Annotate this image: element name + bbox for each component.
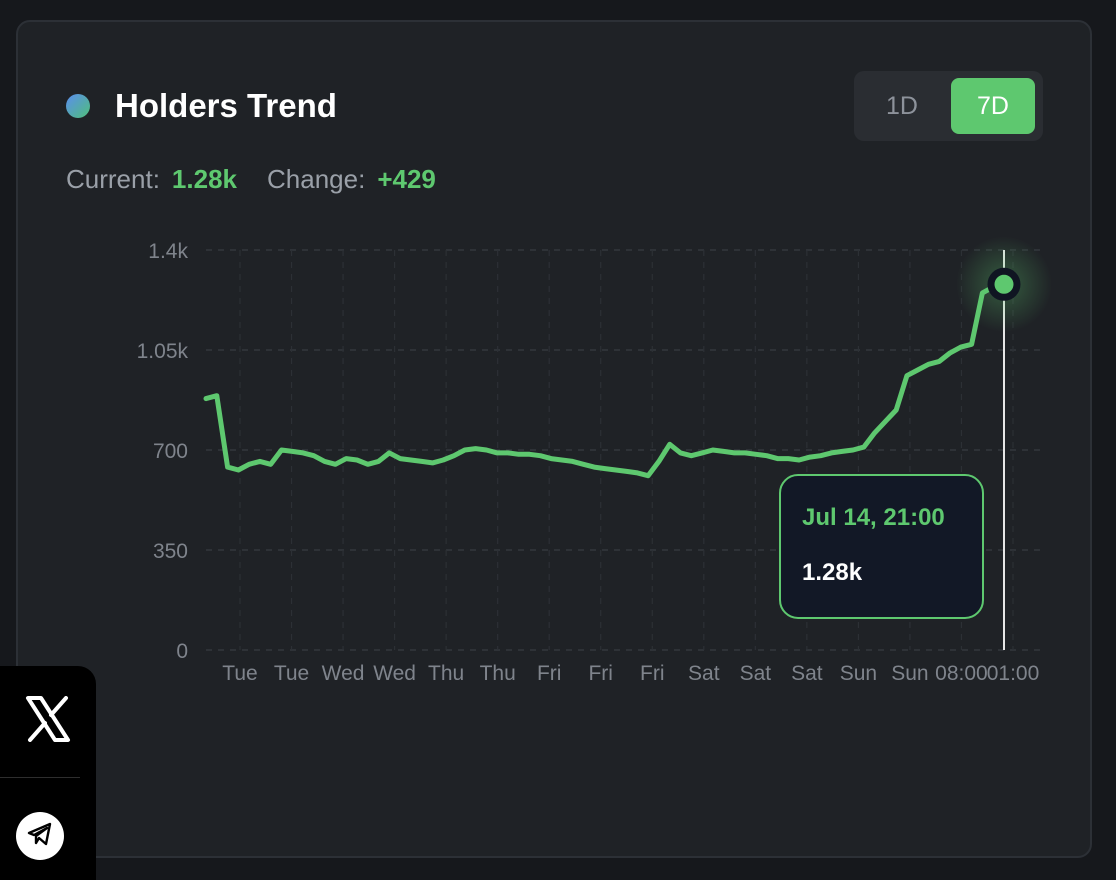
current-label: Current: (66, 164, 160, 194)
x-tick-label: Wed (322, 662, 365, 685)
x-tick-label: Thu (480, 662, 516, 685)
x-logo-icon (24, 695, 72, 747)
tooltip: Jul 14, 21:00 1.28k (779, 474, 984, 619)
telegram-icon (26, 820, 54, 853)
tooltip-box (779, 474, 984, 619)
card-title: Holders Trend (115, 87, 337, 124)
range-7d-button[interactable]: 7D (951, 78, 1035, 134)
stats-row: Current: 1.28k Change: +429 (66, 162, 436, 196)
x-tick-label: Fri (588, 662, 613, 685)
y-tick-label: 350 (153, 540, 188, 563)
x-tick-label: Fri (640, 662, 665, 685)
y-tick-label: 700 (153, 440, 188, 463)
telegram-share-button[interactable] (16, 812, 64, 860)
title-dot-icon (66, 94, 90, 118)
tooltip-date: Jul 14, 21:00 (802, 504, 945, 531)
x-tick-label: Tue (222, 662, 257, 685)
series-line (203, 281, 1007, 479)
x-tick-label: Wed (373, 662, 416, 685)
x-tick-label: 01:00 (987, 662, 1040, 685)
current-value: 1.28k (171, 164, 237, 194)
x-share-button[interactable] (0, 666, 96, 776)
y-tick-label: 1.05k (137, 340, 189, 363)
holders-trend-card (16, 20, 1092, 858)
y-axis: 0 350 700 1.05k 1.4k (137, 240, 189, 663)
range-toggle: 1D 7D (854, 71, 1043, 141)
x-tick-label: Sat (791, 662, 823, 685)
x-tick-label: 08:00 (935, 662, 988, 685)
y-tick-label: 1.4k (148, 240, 188, 263)
x-tick-label: Sun (840, 662, 877, 685)
x-tick-label: Sun (891, 662, 928, 685)
range-1d-button[interactable]: 1D (886, 91, 918, 120)
y-tick-label: 0 (176, 640, 188, 663)
x-tick-label: Sat (740, 662, 772, 685)
highlight-point[interactable] (987, 267, 1021, 301)
x-tick-label: Sat (688, 662, 720, 685)
tooltip-value: 1.28k (802, 559, 863, 586)
x-tick-label: Thu (428, 662, 464, 685)
social-divider (0, 777, 80, 778)
social-panel (0, 666, 96, 880)
x-tick-label: Fri (537, 662, 562, 685)
x-axis: Tue Tue Wed Wed Thu Thu Fri Fri Fri Sat Sat Sat Sun S… (222, 662, 1039, 685)
x-tick-label: Tue (274, 662, 309, 685)
series-line-layer (203, 281, 1007, 479)
change-value: +429 (377, 164, 436, 194)
change-label: Change: (267, 164, 366, 194)
